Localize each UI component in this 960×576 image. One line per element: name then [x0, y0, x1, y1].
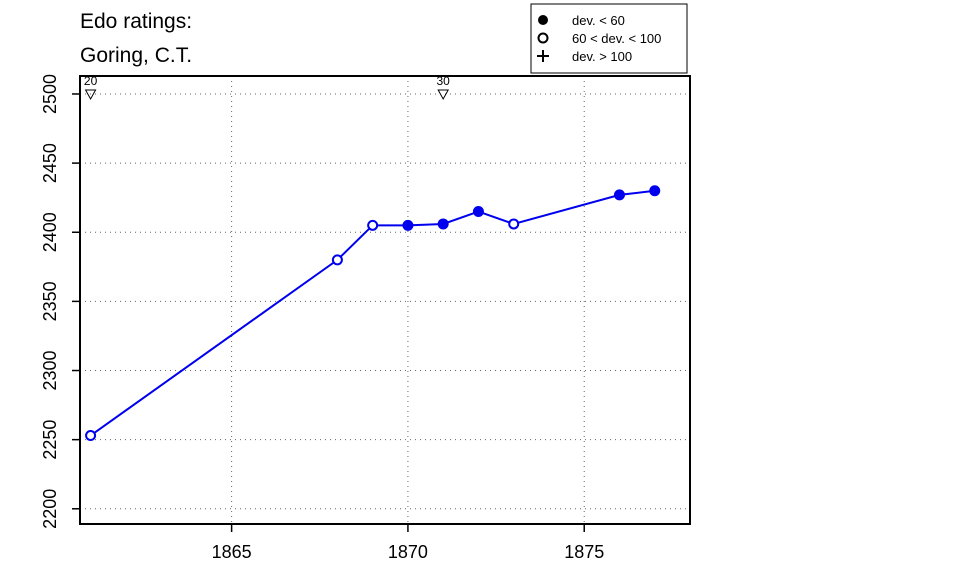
x-tick-label: 1865 [212, 542, 252, 562]
marker-label: 20 [84, 74, 98, 88]
data-point-open [331, 254, 343, 266]
x-tick-label: 1870 [388, 542, 428, 562]
y-tick-label: 2250 [40, 420, 60, 460]
marker-label: 30 [436, 74, 450, 88]
legend-open-circle-icon [537, 32, 549, 44]
y-tick-label: 2450 [40, 143, 60, 183]
chart-title-line-1: Edo ratings: [80, 10, 192, 33]
y-tick-label: 2350 [40, 281, 60, 321]
data-point-filled [402, 219, 414, 231]
legend-plus-icon [537, 50, 549, 62]
legend-label-2: 60 < dev. < 100 [572, 31, 661, 46]
plot-frame [79, 75, 691, 525]
y-tick-label: 2400 [40, 212, 60, 252]
legend-label-3: dev. > 100 [572, 49, 632, 64]
chart-title-line-2: Goring, C.T. [80, 44, 192, 67]
y-tick-label: 2200 [40, 489, 60, 529]
grid [80, 76, 690, 524]
legend-filled-circle-icon [538, 15, 548, 25]
y-tick-label: 2300 [40, 350, 60, 390]
data-point-open [85, 430, 97, 442]
triangle-marker-icon [84, 89, 97, 101]
legend: dev. < 60 60 < dev. < 100 dev. > 100 [530, 3, 688, 74]
data-point-open [367, 219, 379, 231]
data-point-filled [649, 185, 661, 197]
series [85, 185, 661, 442]
data-point-open [508, 218, 520, 230]
data-point-filled [613, 189, 625, 201]
axes: 1865 1870 1875 2200 2250 2300 2350 2400 2450 2500 [40, 74, 691, 562]
triangle-marker-icon [437, 89, 450, 101]
y-tick-label: 2500 [40, 74, 60, 114]
data-point-filled [472, 206, 484, 218]
legend-label-1: dev. < 60 [572, 13, 625, 28]
game-count-markers: 20 30 [84, 74, 450, 101]
data-point-filled [437, 218, 449, 230]
x-tick-label: 1875 [564, 542, 604, 562]
legend-box [530, 3, 688, 74]
